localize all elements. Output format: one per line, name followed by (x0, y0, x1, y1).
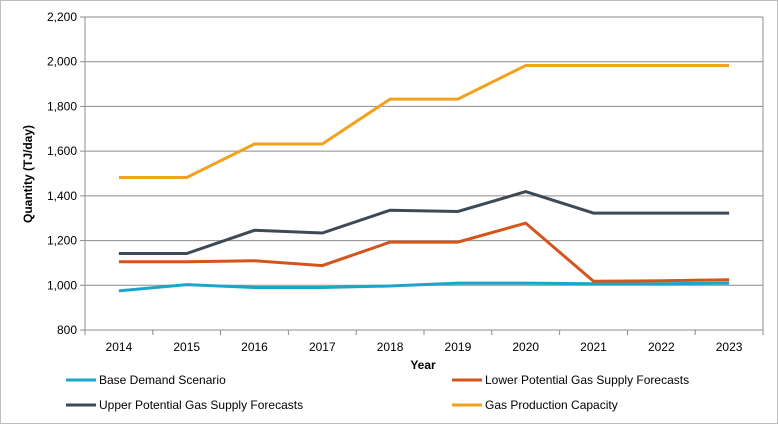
x-tick-label: 2017 (309, 340, 336, 354)
y-tick-label: 1,000 (47, 278, 77, 292)
x-tick-label: 2014 (106, 340, 133, 354)
x-tick-labels: 2014 2015 2016 2017 2018 2019 2020 2021 2022 2023 (106, 340, 743, 354)
x-tick-label: 2015 (173, 340, 200, 354)
legend-label-3: Gas Production Capacity (485, 398, 618, 412)
y-tick-label: 1,200 (47, 234, 77, 248)
legend-label-2: Upper Potential Gas Supply Forecasts (99, 398, 303, 412)
y-tick-labels: 800 1,000 1,200 1,400 1,600 1,800 2,000 2,200 (47, 10, 77, 337)
x-tick-label: 2016 (241, 340, 268, 354)
series-line-0 (118, 281, 730, 293)
legend-label-1: Lower Potential Gas Supply Forecasts (485, 373, 689, 387)
series-line-2 (118, 190, 730, 255)
x-axis-title: Year (410, 358, 436, 372)
y-axis-title: Quantity (TJ/day) (21, 125, 35, 223)
series-line-1 (118, 221, 730, 283)
legend-label-0: Base Demand Scenario (99, 373, 226, 387)
y-tick-label: 2,000 (47, 55, 77, 69)
x-tick-label: 2018 (377, 340, 404, 354)
series-line-3 (118, 64, 730, 179)
y-tick-label: 800 (57, 323, 77, 337)
y-tick-label: 1,800 (47, 99, 77, 113)
y-tick-label: 2,200 (47, 10, 77, 24)
x-tick-label: 2019 (445, 340, 472, 354)
x-tick-label: 2022 (648, 340, 675, 354)
series-lines (118, 64, 730, 293)
y-tick-label: 1,600 (47, 144, 77, 158)
y-tick-label: 1,400 (47, 189, 77, 203)
x-tick-label: 2023 (716, 340, 743, 354)
legend: Base Demand Scenario Lower Potential Gas … (66, 373, 689, 412)
x-tick-label: 2021 (580, 340, 607, 354)
x-tick-label: 2020 (512, 340, 539, 354)
plot-area (80, 16, 764, 335)
